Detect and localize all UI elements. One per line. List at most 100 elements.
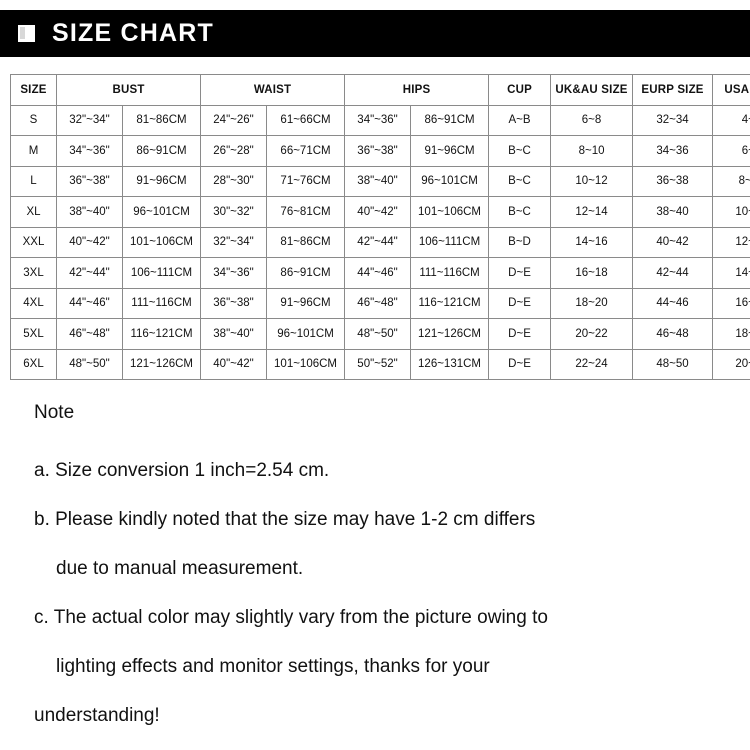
cell-uk-au-size: 16~18 [550, 257, 634, 289]
column-header-usa-size: USA SIZE [712, 74, 750, 106]
cell-uk-au-size: 12~14 [550, 196, 634, 228]
cell-usa-size: 20~22 [712, 348, 750, 380]
cell-waist-inches: 36"~38" [200, 287, 268, 319]
table-header-row: SIZE BUST WAIST HIPS CUP UK&AU SIZE EURP… [10, 74, 750, 106]
cell-waist-inches: 34"~36" [200, 257, 268, 289]
cell-waist-cm: 71~76CM [266, 165, 346, 197]
cell-usa-size: 8~10 [712, 165, 750, 197]
cell-waist-inches: 38"~40" [200, 318, 268, 350]
table-row: L 36"~38" 91~96CM 28"~30" 71~76CM 38"~40" 96~1… [10, 165, 750, 197]
cell-bust-cm: 101~106CM [121, 226, 202, 258]
cell-waist-cm: 61~66CM [266, 104, 346, 136]
cell-usa-size: 4~6 [712, 104, 750, 136]
cell-hips-cm: 111~116CM [410, 257, 490, 289]
table-body: S 32"~34" 81~86CM 24"~26" 61~66CM 34"~36" 86~9… [10, 104, 750, 380]
cell-bust-inches: 40"~42" [56, 226, 123, 258]
cell-hips-inches: 48"~50" [344, 318, 412, 350]
table-row: 3XL 42"~44" 106~111CM 34"~36" 86~91CM 44"~46"… [10, 257, 750, 289]
note-item-c-continuation-2: understanding! [34, 705, 160, 726]
cell-usa-size: 6~8 [712, 135, 750, 167]
cell-eurp-size: 42~44 [632, 257, 714, 289]
table-row: 5XL 46"~48" 116~121CM 38"~40" 96~101CM 48"~50… [10, 318, 750, 350]
cell-waist-cm: 76~81CM [266, 196, 346, 228]
column-header-hips: HIPS [344, 74, 490, 106]
cell-size: S [10, 104, 57, 136]
cell-size: M [10, 135, 57, 167]
cell-bust-cm: 81~86CM [121, 104, 202, 136]
cell-size: XXL [10, 226, 57, 258]
size-chart-banner: SIZE CHART [0, 10, 750, 57]
table-row: 6XL 48"~50" 121~126CM 40"~42" 101~106CM 50"~5… [10, 348, 750, 380]
table-header: SIZE BUST WAIST HIPS CUP UK&AU SIZE EURP… [10, 74, 750, 106]
cell-hips-inches: 36"~38" [344, 135, 412, 167]
cell-eurp-size: 38~40 [632, 196, 714, 228]
cell-cup: B~D [488, 226, 552, 258]
cell-cup: D~E [488, 287, 552, 319]
cell-size: 5XL [10, 318, 57, 350]
cell-uk-au-size: 8~10 [550, 135, 634, 167]
cell-bust-inches: 44"~46" [56, 287, 123, 319]
cell-size: L [10, 165, 57, 197]
cell-waist-cm: 96~101CM [266, 318, 346, 350]
cell-bust-cm: 121~126CM [121, 348, 202, 380]
column-header-cup: CUP [488, 74, 552, 106]
cell-hips-cm: 106~111CM [410, 226, 490, 258]
cell-bust-cm: 86~91CM [121, 135, 202, 167]
table-row: XL 38"~40" 96~101CM 30"~32" 76~81CM 40"~42" 10… [10, 196, 750, 228]
cell-bust-inches: 48"~50" [56, 348, 123, 380]
cell-hips-cm: 96~101CM [410, 165, 490, 197]
note-item-c: c. The actual color may slightly vary fr… [34, 607, 548, 628]
table-row: 4XL 44"~46" 111~116CM 36"~38" 91~96CM 46"~48"… [10, 287, 750, 319]
cell-bust-inches: 34"~36" [56, 135, 123, 167]
note-item-b: b. Please kindly noted that the size may… [34, 509, 536, 530]
note-item-a: a. Size conversion 1 inch=2.54 cm. [34, 460, 330, 481]
cell-hips-inches: 50"~52" [344, 348, 412, 380]
column-header-uk-au-size: UK&AU SIZE [550, 74, 634, 106]
cell-size: XL [10, 196, 57, 228]
cell-cup: B~C [488, 135, 552, 167]
cell-hips-inches: 38"~40" [344, 165, 412, 197]
cell-cup: D~E [488, 348, 552, 380]
cell-cup: D~E [488, 257, 552, 289]
cell-waist-inches: 28"~30" [200, 165, 268, 197]
cell-hips-cm: 101~106CM [410, 196, 490, 228]
cell-eurp-size: 48~50 [632, 348, 714, 380]
cell-hips-inches: 34"~36" [344, 104, 412, 136]
cell-bust-cm: 91~96CM [121, 165, 202, 197]
cell-uk-au-size: 18~20 [550, 287, 634, 319]
page-title: SIZE CHART [52, 19, 214, 47]
cell-bust-inches: 32"~34" [56, 104, 123, 136]
cell-eurp-size: 44~46 [632, 287, 714, 319]
cell-eurp-size: 36~38 [632, 165, 714, 197]
cell-uk-au-size: 22~24 [550, 348, 634, 380]
cell-cup: B~C [488, 165, 552, 197]
cell-waist-inches: 26"~28" [200, 135, 268, 167]
cell-hips-cm: 121~126CM [410, 318, 490, 350]
cell-waist-cm: 91~96CM [266, 287, 346, 319]
cell-usa-size: 18~20 [712, 318, 750, 350]
cell-eurp-size: 34~36 [632, 135, 714, 167]
cell-waist-cm: 101~106CM [266, 348, 346, 380]
cell-waist-inches: 24"~26" [200, 104, 268, 136]
cell-hips-cm: 86~91CM [410, 104, 490, 136]
cell-uk-au-size: 20~22 [550, 318, 634, 350]
notes-section: Note a. Size conversion 1 inch=2.54 cm. … [34, 398, 744, 740]
cell-size: 6XL [10, 348, 57, 380]
cell-hips-inches: 46"~48" [344, 287, 412, 319]
cell-hips-cm: 116~121CM [410, 287, 490, 319]
cell-size: 4XL [10, 287, 57, 319]
cell-eurp-size: 40~42 [632, 226, 714, 258]
cell-uk-au-size: 14~16 [550, 226, 634, 258]
cell-waist-cm: 86~91CM [266, 257, 346, 289]
cell-usa-size: 14~16 [712, 257, 750, 289]
note-item-c-continuation-1: lighting effects and monitor settings, t… [56, 656, 490, 677]
cell-bust-cm: 116~121CM [121, 318, 202, 350]
cell-eurp-size: 46~48 [632, 318, 714, 350]
cell-usa-size: 12~14 [712, 226, 750, 258]
cell-cup: B~C [488, 196, 552, 228]
cell-waist-inches: 30"~32" [200, 196, 268, 228]
size-chart-table: SIZE BUST WAIST HIPS CUP UK&AU SIZE EURP… [10, 74, 750, 380]
cell-hips-cm: 126~131CM [410, 348, 490, 380]
table-row: XXL 40"~42" 101~106CM 32"~34" 81~86CM 42"~44"… [10, 226, 750, 258]
cell-bust-inches: 46"~48" [56, 318, 123, 350]
